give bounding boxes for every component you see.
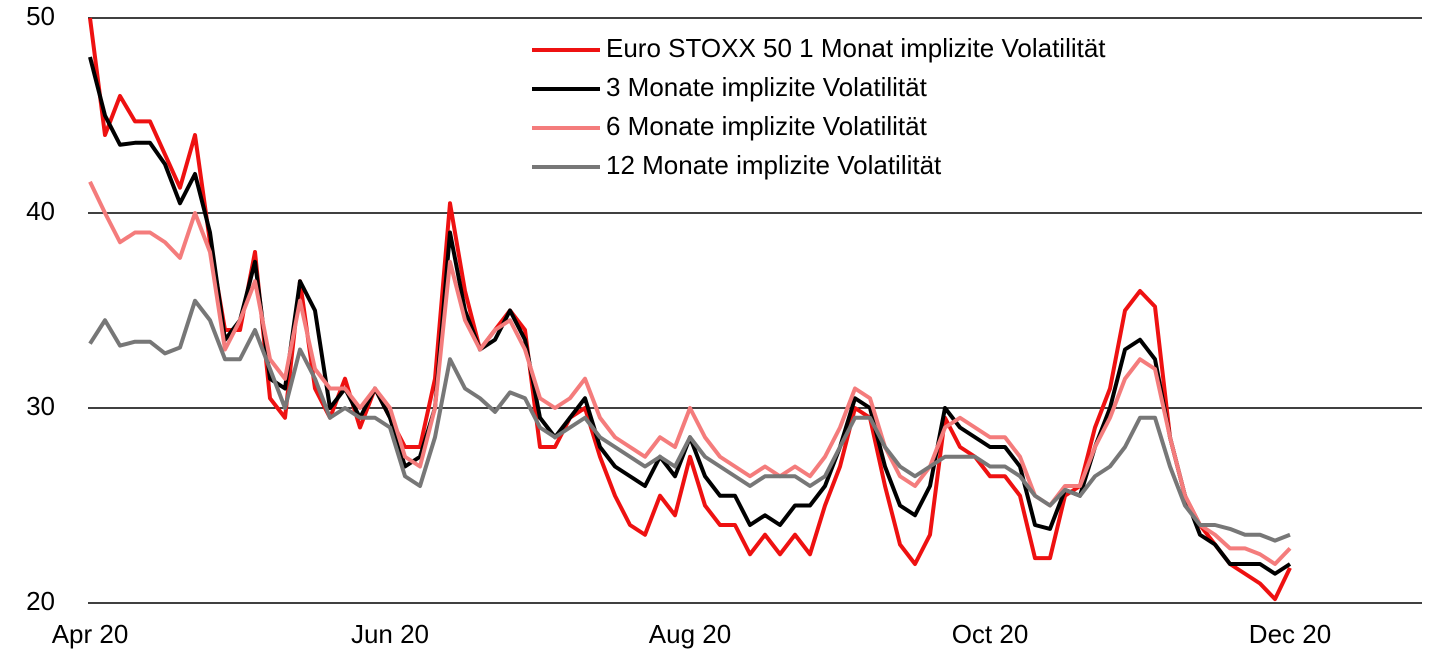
legend-label: Euro STOXX 50 1 Monat implizite Volatili… — [606, 33, 1106, 63]
y-tick-label: 20 — [26, 586, 55, 616]
legend-label: 6 Monate implizite Volatilität — [606, 111, 928, 141]
y-tick-label: 50 — [26, 1, 55, 31]
line-series — [88, 17, 1292, 602]
x-tick-label: Dec 20 — [1249, 619, 1331, 649]
legend-label: 12 Monate implizite Volatilität — [606, 150, 942, 180]
y-tick-label: 40 — [26, 196, 55, 226]
x-tick-label: Aug 20 — [649, 619, 731, 649]
y-tick-label: 30 — [26, 391, 55, 421]
x-tick-label: Jun 20 — [351, 619, 429, 649]
legend-label: 3 Monate implizite Volatilität — [606, 72, 928, 102]
x-tick-label: Oct 20 — [952, 619, 1029, 649]
line-series — [88, 298, 1291, 543]
line-series — [88, 180, 1292, 566]
x-tick-label: Apr 20 — [52, 619, 129, 649]
